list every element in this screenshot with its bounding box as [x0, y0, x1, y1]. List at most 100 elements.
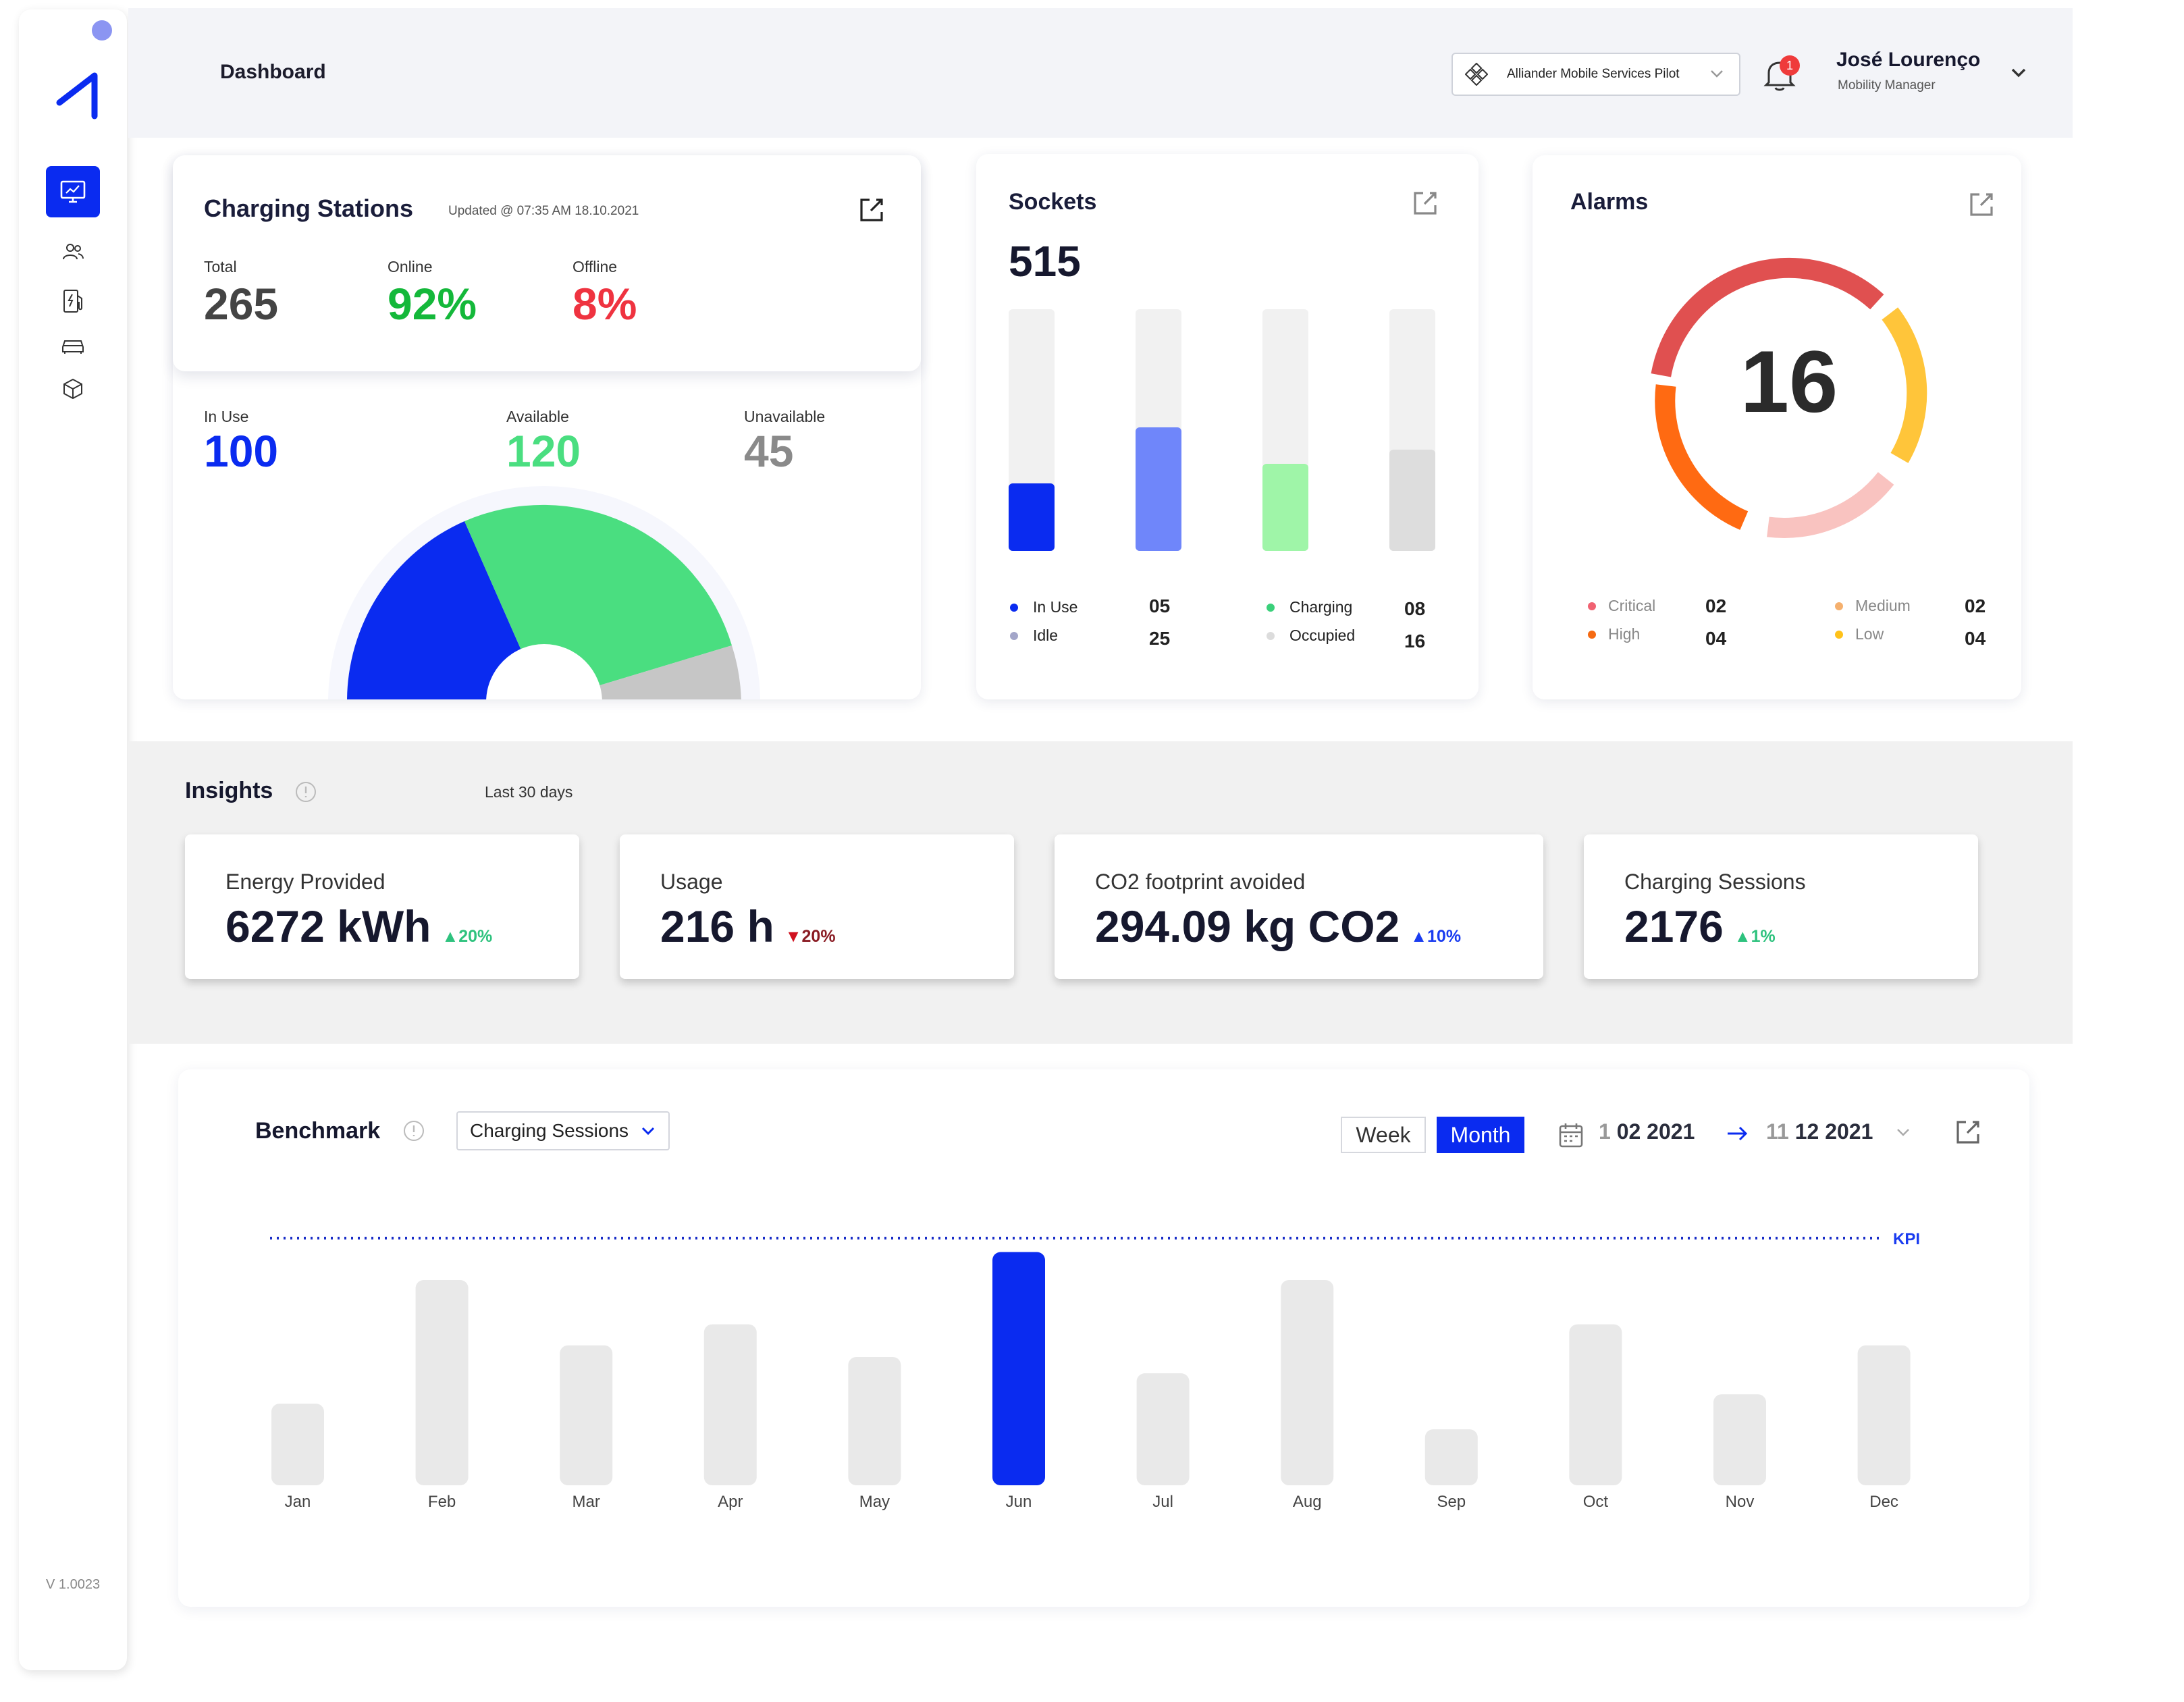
legend-value-occupied: 16 [1404, 631, 1426, 651]
bar-sep[interactable] [1424, 1429, 1478, 1485]
socket-bar-track [1262, 309, 1308, 551]
insight-delta-value: 1% [1751, 927, 1776, 946]
available-label: Available [506, 408, 569, 425]
legend-label-low: Low [1855, 625, 1884, 643]
arrow-right-icon [1728, 1126, 1748, 1141]
kpi-label: KPI [1893, 1230, 1920, 1248]
bar-oct[interactable] [1569, 1324, 1622, 1485]
external-link-icon[interactable] [1966, 189, 1996, 219]
alarms-total: 16 [1740, 332, 1838, 431]
offline-label: Offline [572, 258, 618, 275]
socket-bar-fill [1136, 427, 1181, 551]
legend-value-idle: 25 [1149, 628, 1171, 649]
insight-card-energy[interactable]: Energy Provided 6272 kWh ▲20% [185, 834, 579, 979]
bar-jun[interactable] [992, 1252, 1045, 1485]
insight-delta: ▲10% [1410, 927, 1462, 946]
x-tick-label: Nov [1726, 1493, 1755, 1511]
x-tick-label: Apr [718, 1493, 743, 1511]
x-tick-label: Jan [285, 1493, 311, 1511]
x-tick-label: Mar [572, 1493, 600, 1511]
bar-aug[interactable] [1281, 1280, 1334, 1485]
legend-label-idle: Idle [1033, 627, 1059, 644]
x-tick-label: Sep [1437, 1493, 1466, 1511]
info-icon[interactable] [402, 1119, 425, 1142]
external-link-icon[interactable] [856, 194, 886, 224]
bar-apr[interactable] [703, 1324, 757, 1485]
external-link-icon[interactable] [1952, 1117, 1982, 1146]
bar-jan[interactable] [271, 1404, 324, 1485]
insight-card-co2[interactable]: CO2 footprint avoided 294.09 kg CO2 ▲10% [1055, 834, 1543, 979]
sockets-card: Sockets 515 In Use 05 Idle 25 Charging 0… [976, 154, 1479, 699]
bar-mar[interactable] [560, 1345, 613, 1485]
legend-value-low: 04 [1965, 628, 1986, 649]
insight-card-sessions[interactable]: Charging Sessions 2176 ▲1% [1584, 834, 1978, 979]
legend-dot-in-use [1010, 604, 1018, 612]
organization-label: Alliander Mobile Services Pilot [1507, 67, 1680, 81]
benchmark-card [178, 1069, 2029, 1607]
in-use-label: In Use [204, 408, 249, 425]
legend-dot-low [1835, 631, 1843, 639]
legend-value-critical: 02 [1705, 595, 1727, 616]
legend-label-critical: Critical [1608, 597, 1656, 614]
legend-label-high: High [1608, 625, 1641, 643]
bar-nov[interactable] [1713, 1394, 1766, 1485]
charging-stations-summary: Charging Stations Updated @ 07:35 AM 18.… [173, 155, 921, 371]
legend-dot-idle [1010, 632, 1018, 640]
charger-icon [63, 290, 82, 313]
socket-bar-track [1389, 309, 1435, 551]
bar-jul[interactable] [1136, 1373, 1190, 1485]
insight-delta-value: 20% [458, 927, 493, 946]
week-toggle-button[interactable]: Week [1341, 1117, 1426, 1153]
offline-value: 8% [572, 279, 637, 329]
sockets-total: 515 [1009, 237, 1081, 286]
calendar-icon[interactable] [1557, 1121, 1585, 1149]
x-tick-label: May [859, 1493, 890, 1511]
sidebar-item-users[interactable] [46, 227, 100, 278]
legend-value-high: 04 [1705, 628, 1727, 649]
insight-delta-value: 10% [1427, 927, 1462, 946]
benchmark-metric-select[interactable]: Charging Sessions [456, 1111, 670, 1150]
legend-dot-charging [1267, 604, 1275, 612]
alarms-title: Alarms [1570, 189, 1649, 215]
sidebar-item-vehicles[interactable] [46, 320, 100, 371]
insight-value: 2176 [1624, 901, 1724, 951]
organization-select[interactable]: Alliander Mobile Services Pilot [1451, 53, 1740, 96]
sidebar-item-dashboard[interactable] [46, 166, 100, 217]
legend-dot-medium [1835, 602, 1843, 610]
car-icon [62, 340, 84, 354]
unavailable-label: Unavailable [744, 408, 826, 425]
date-range-end[interactable]: 11 12 2021 [1766, 1119, 1873, 1144]
socket-bar-fill [1262, 464, 1308, 551]
x-tick-label: Jul [1152, 1493, 1173, 1511]
sidebar-item-charging[interactable] [46, 275, 100, 327]
sidebar-item-products[interactable] [46, 363, 100, 415]
insight-label: CO2 footprint avoided [1095, 870, 1306, 894]
alarm-segment-critical [1651, 257, 1884, 377]
user-role: Mobility Manager [1838, 78, 1936, 92]
socket-bar-track [1009, 309, 1055, 551]
legend-value-charging: 08 [1404, 598, 1426, 619]
date-end-day: 11 [1766, 1119, 1789, 1144]
benchmark-metric-label: Charging Sessions [470, 1120, 629, 1141]
date-start-month-year: 02 2021 [1616, 1119, 1695, 1144]
user-menu-chevron-icon[interactable] [2009, 63, 2028, 82]
x-tick-label: Aug [1293, 1493, 1322, 1511]
insight-card-usage[interactable]: Usage 216 h ▼20% [620, 834, 1014, 979]
logo-dot [92, 20, 112, 41]
last-updated-text: Updated @ 07:35 AM 18.10.2021 [448, 204, 639, 218]
legend-dot-high [1588, 631, 1596, 639]
x-tick-label: Jun [1006, 1493, 1032, 1511]
total-value: 265 [204, 279, 279, 329]
date-start-day: 1 [1599, 1119, 1611, 1144]
bar-may[interactable] [848, 1357, 901, 1485]
unavailable-value: 45 [744, 426, 794, 476]
user-name: José Lourenço [1836, 49, 1981, 71]
info-icon[interactable] [294, 780, 317, 803]
external-link-icon[interactable] [1410, 188, 1439, 217]
bar-dec[interactable] [1857, 1345, 1911, 1485]
available-value: 120 [506, 426, 581, 476]
bar-feb[interactable] [415, 1280, 469, 1485]
month-toggle-button[interactable]: Month [1437, 1117, 1524, 1153]
chevron-down-icon[interactable] [1894, 1123, 1912, 1141]
date-range-start[interactable]: 1 02 2021 [1599, 1119, 1695, 1144]
